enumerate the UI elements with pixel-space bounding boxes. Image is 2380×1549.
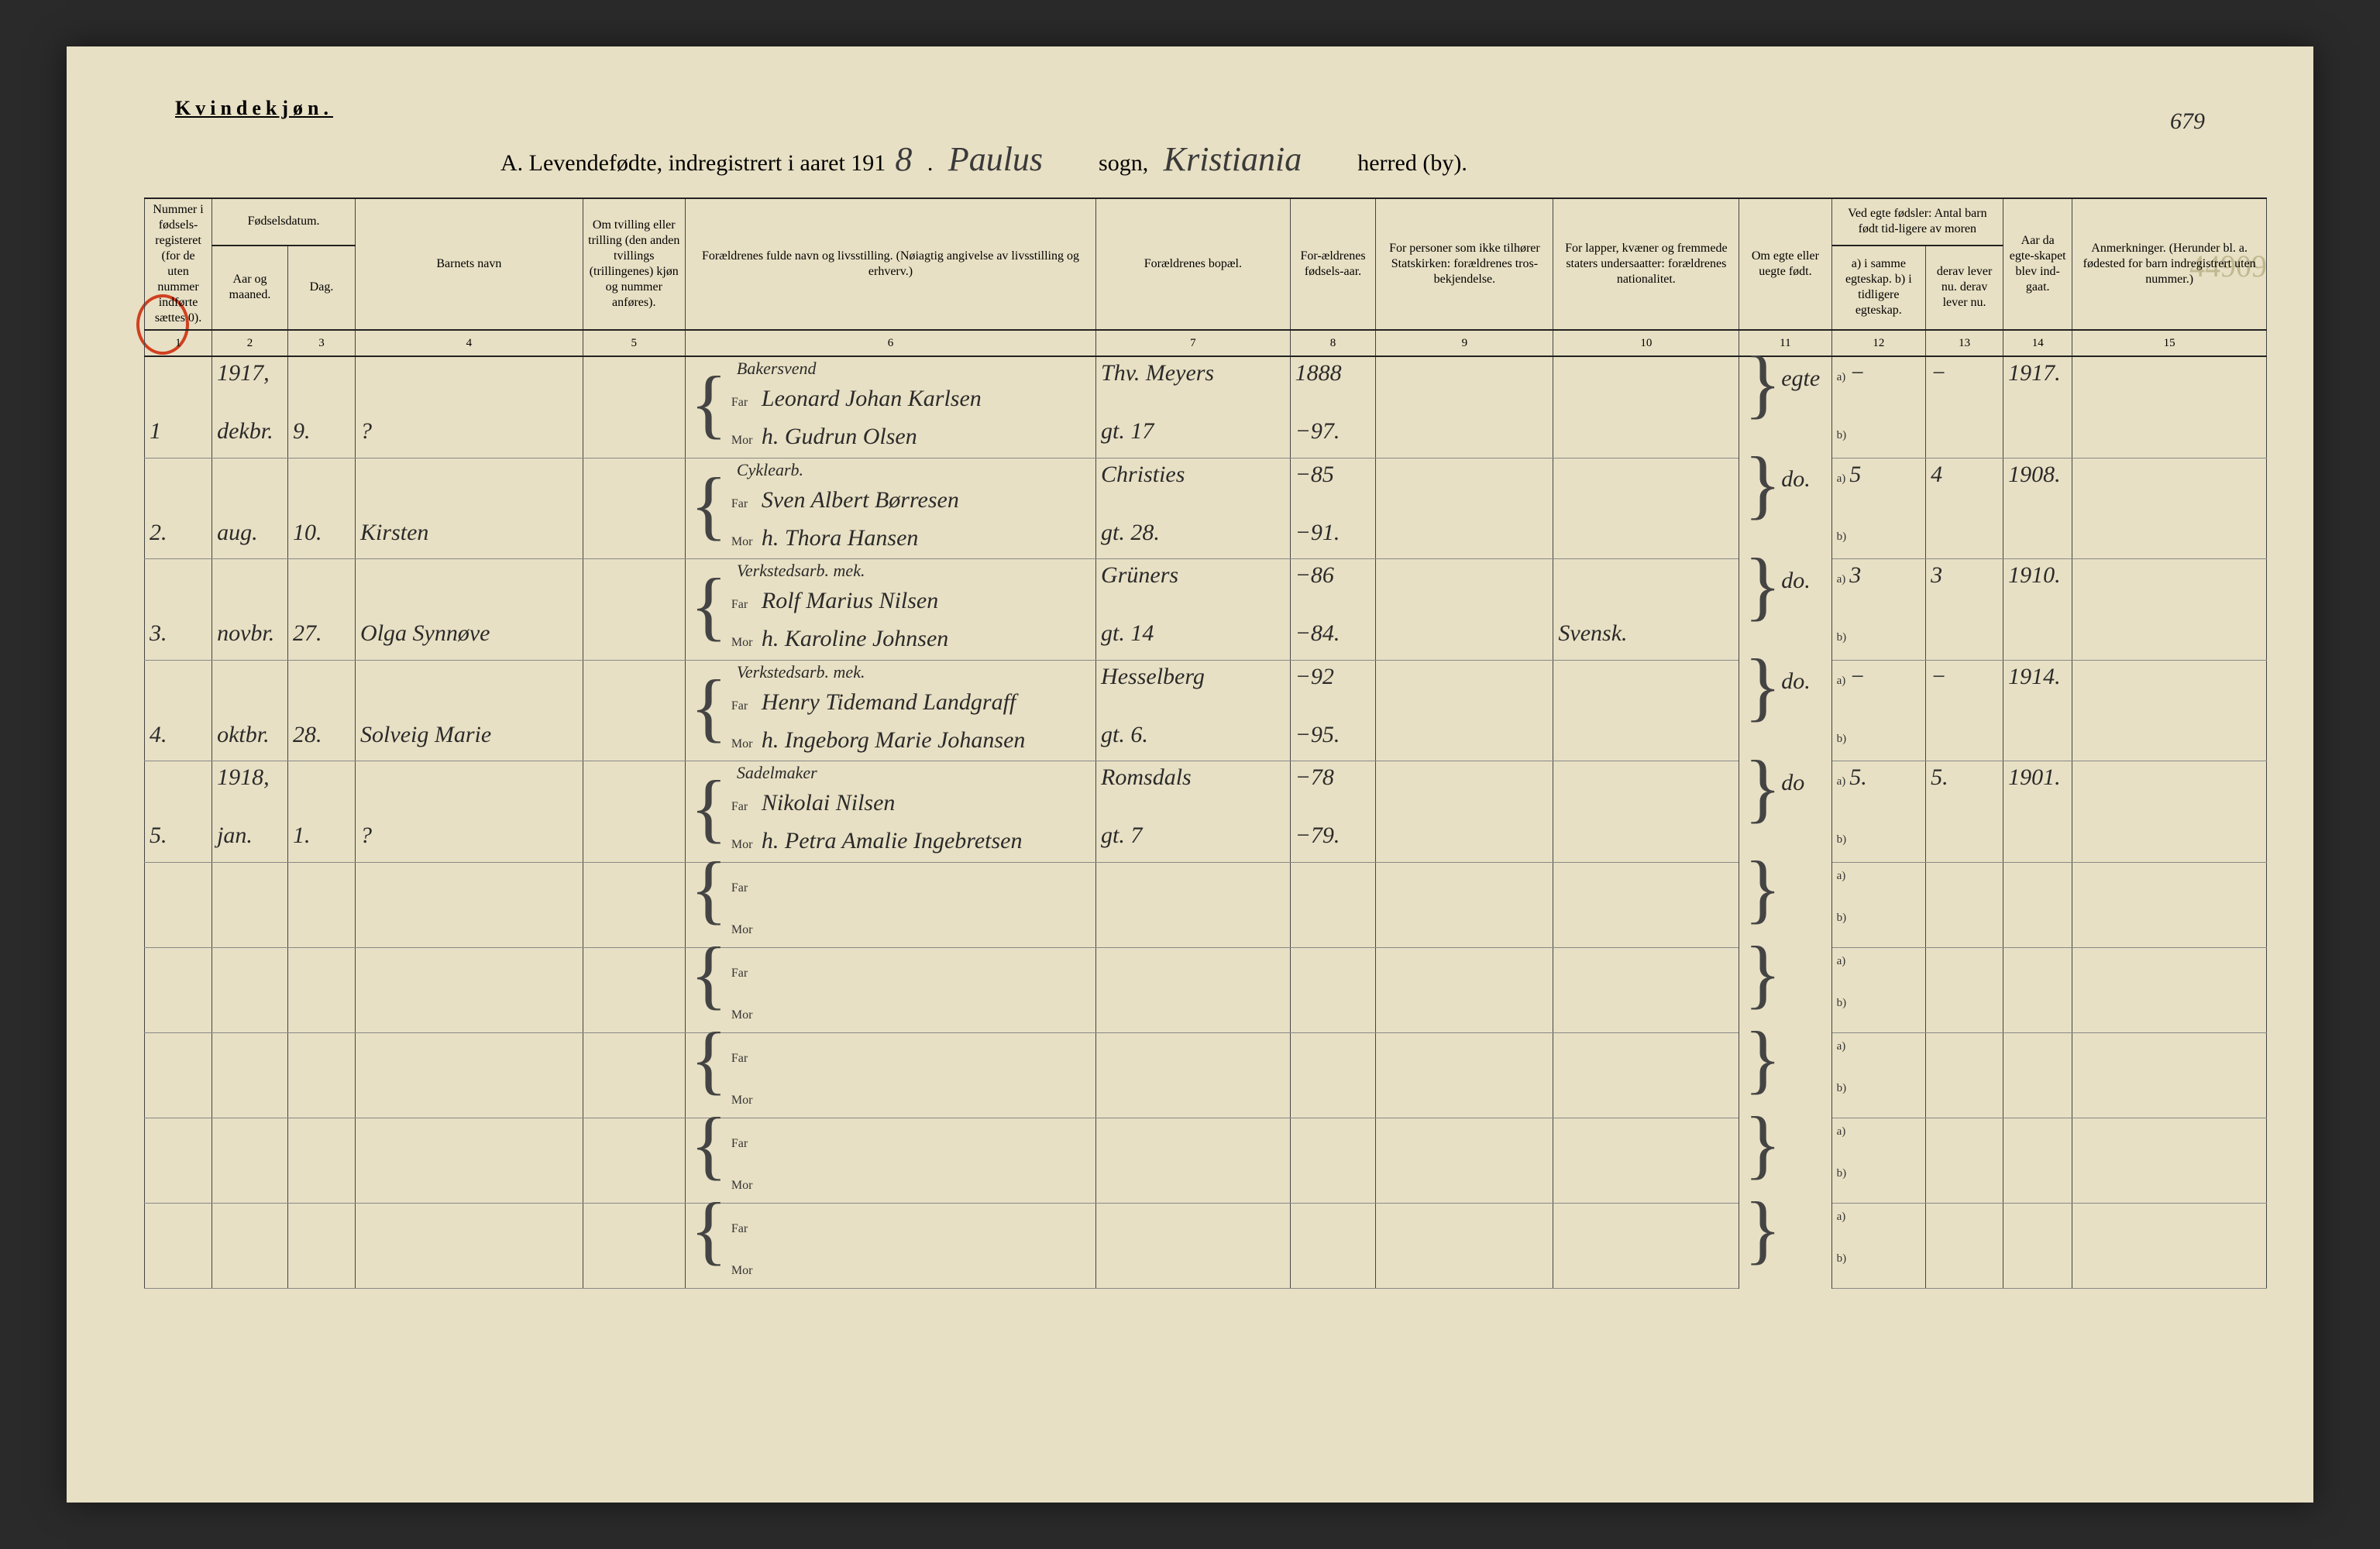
table-row: 2.aug.10.Kirsten{ Mor h. Thora Hansengt.… [145,517,2267,559]
register-page: Kvindekjøn. A. Levendefødte, indregistre… [67,46,2313,1503]
table-row: 5.jan.1.?{ Mor h. Petra Amalie Ingebrets… [145,819,2267,862]
hdr-marriage-year: Aar da egte-skapet blev ind-gaat. [2003,198,2072,330]
sogn-handwritten: Paulus [939,140,1052,178]
table-row: Cyklearb.{ Far Sven Albert BørresenChris… [145,458,2267,517]
hdr-legit: Om egte eller uegte født. [1739,198,1831,330]
hdr-religion: For personer som ikke tilhører Statskirk… [1376,198,1553,330]
hdr-residence: Forældrenes bopæl. [1096,198,1291,330]
colnum: 7 [1096,330,1291,356]
hdr-12ab: a) i samme egteskap. b) i tidligere egte… [1831,246,1926,330]
table-row-empty: { Far}a) [145,1203,2267,1245]
colnum: 8 [1290,330,1376,356]
title-prefix: A. Levendefødte, indregistrert i aaret 1… [500,150,886,176]
table-row-empty: { Far}a) [145,862,2267,905]
hdr-parents: Forældrenes fulde navn og livsstilling. … [685,198,1095,330]
title-year-digit: 8 [886,140,921,178]
register-table: Nummer i fødsels-registeret (for de uten… [144,197,2267,1289]
hdr-dob-top: Fødselsdatum. [212,198,356,246]
colnum: 15 [2072,330,2267,356]
colnum: 13 [1926,330,2003,356]
hdr-num: Nummer i fødsels-registeret (for de uten… [145,198,212,330]
colnum: 12 [1831,330,1926,356]
table-row-empty: { Morb) [145,990,2267,1032]
sex-label: Kvindekjøn. [175,97,333,120]
table-body: 1917,Bakersvend{ Far Leonard Johan Karls… [145,356,2267,1288]
hdr-twin: Om tvilling eller trilling (den anden tv… [583,198,685,330]
hdr-parent-dob: For-ældrenes fødsels-aar. [1290,198,1376,330]
table-row: 1917,Bakersvend{ Far Leonard Johan Karls… [145,356,2267,415]
page-number: 679 [2170,108,2205,135]
sogn-label: sogn, [1099,150,1148,176]
table-row: 1918,Sadelmaker{ Far Nikolai NilsenRomsd… [145,761,2267,820]
hdr-year-month: Aar og maaned. [212,246,288,330]
colnum: 5 [583,330,685,356]
colnum: 9 [1376,330,1553,356]
table-row-empty: { Far}a) [145,1032,2267,1075]
table-row: 1dekbr.9.?{ Mor h. Gudrun Olsengt. 17−97… [145,415,2267,458]
colnum: 6 [685,330,1095,356]
colnum: 4 [356,330,583,356]
table-row-empty: { Morb) [145,1160,2267,1203]
table-header: Nummer i fødsels-registeret (for de uten… [145,198,2267,356]
table-row-empty: { Morb) [145,1075,2267,1118]
hdr-childname: Barnets navn [356,198,583,330]
herred-handwritten: Kristiania [1154,140,1312,178]
table-row: 4.oktbr.28.Solveig Marie{ Mor h. Ingebor… [145,719,2267,761]
table-row: Verkstedsarb. mek.{ Far Henry Tidemand L… [145,660,2267,719]
colnum: 14 [2003,330,2072,356]
colnum: 3 [287,330,355,356]
hdr-prev-children-top: Ved egte fødsler: Antal barn født tid-li… [1831,198,2003,246]
title-row: A. Levendefødte, indregistrert i aaret 1… [67,139,2313,179]
colnum: 1 [145,330,212,356]
table-row-empty: { Morb) [145,905,2267,947]
column-numbers-row: 1 2 3 4 5 6 7 8 9 10 11 12 13 14 15 [145,330,2267,356]
hdr-nationality: For lapper, kvæner og fremmede staters u… [1553,198,1739,330]
table-row-empty: { Far}a) [145,1118,2267,1160]
colnum: 2 [212,330,288,356]
table-row-empty: { Morb) [145,1245,2267,1288]
hdr-remarks: Anmerkninger. (Herunder bl. a. fødested … [2072,198,2267,330]
table-row: Verkstedsarb. mek.{ Far Rolf Marius Nils… [145,559,2267,618]
table-row-empty: { Far}a) [145,947,2267,990]
hdr-day: Dag. [287,246,355,330]
table-row: 3.novbr.27.Olga Synnøve{ Mor h. Karoline… [145,617,2267,660]
hdr-13ab: derav lever nu. derav lever nu. [1926,246,2003,330]
colnum: 10 [1553,330,1739,356]
herred-label: herred (by). [1357,150,1467,176]
